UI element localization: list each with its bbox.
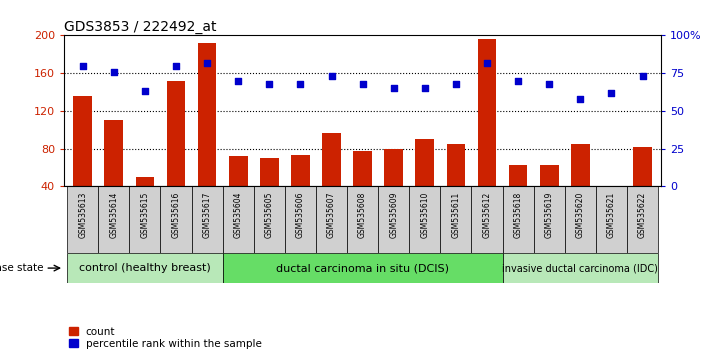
- Bar: [410, 187, 440, 253]
- Legend: count, percentile rank within the sample: count, percentile rank within the sample: [69, 327, 262, 349]
- Bar: [67, 187, 98, 253]
- Text: GSM535612: GSM535612: [483, 192, 491, 238]
- Bar: [447, 144, 465, 224]
- Text: GSM535617: GSM535617: [203, 192, 212, 238]
- Bar: [509, 165, 528, 224]
- Point: [606, 90, 617, 96]
- Text: GSM535622: GSM535622: [638, 192, 647, 238]
- Text: GSM535605: GSM535605: [264, 192, 274, 238]
- Point: [357, 81, 368, 87]
- Bar: [136, 177, 154, 224]
- Text: GSM535608: GSM535608: [358, 192, 367, 238]
- Text: GSM535606: GSM535606: [296, 192, 305, 238]
- Bar: [627, 187, 658, 253]
- Bar: [565, 187, 596, 253]
- Point: [264, 81, 275, 87]
- Text: GSM535618: GSM535618: [513, 192, 523, 238]
- Text: invasive ductal carcinoma (IDC): invasive ductal carcinoma (IDC): [503, 263, 658, 273]
- Bar: [260, 158, 279, 224]
- Point: [388, 85, 400, 91]
- Bar: [503, 187, 534, 253]
- Text: ductal carcinoma in situ (DCIS): ductal carcinoma in situ (DCIS): [276, 263, 449, 273]
- Bar: [347, 187, 378, 253]
- Bar: [440, 187, 471, 253]
- Bar: [98, 187, 129, 253]
- Text: GSM535619: GSM535619: [545, 192, 554, 238]
- Point: [326, 73, 337, 79]
- Bar: [67, 253, 223, 283]
- Text: GSM535604: GSM535604: [234, 192, 242, 238]
- Bar: [229, 156, 247, 224]
- Point: [419, 85, 431, 91]
- Bar: [161, 187, 191, 253]
- Bar: [285, 187, 316, 253]
- Text: GSM535621: GSM535621: [607, 192, 616, 238]
- Bar: [353, 150, 372, 224]
- Text: GSM535613: GSM535613: [78, 192, 87, 238]
- Bar: [73, 96, 92, 224]
- Point: [108, 69, 119, 74]
- Point: [574, 96, 586, 102]
- Bar: [223, 187, 254, 253]
- Text: GSM535615: GSM535615: [140, 192, 149, 238]
- Point: [450, 81, 461, 87]
- Point: [232, 78, 244, 84]
- Text: GSM535610: GSM535610: [420, 192, 429, 238]
- Text: control (healthy breast): control (healthy breast): [79, 263, 210, 273]
- Text: GSM535614: GSM535614: [109, 192, 118, 238]
- Bar: [378, 187, 410, 253]
- Bar: [571, 144, 589, 224]
- Text: GSM535616: GSM535616: [171, 192, 181, 238]
- Bar: [385, 149, 403, 224]
- Bar: [602, 188, 621, 224]
- Bar: [198, 43, 216, 224]
- Bar: [471, 187, 503, 253]
- Bar: [415, 139, 434, 224]
- Bar: [291, 155, 310, 224]
- Bar: [105, 120, 123, 224]
- Point: [637, 73, 648, 79]
- Bar: [129, 187, 161, 253]
- Bar: [166, 81, 186, 224]
- Bar: [534, 187, 565, 253]
- Text: GSM535620: GSM535620: [576, 192, 585, 238]
- Point: [170, 63, 181, 68]
- Point: [543, 81, 555, 87]
- Text: GSM535607: GSM535607: [327, 192, 336, 238]
- Bar: [478, 39, 496, 224]
- Point: [77, 63, 88, 68]
- Point: [481, 60, 493, 65]
- Text: GSM535609: GSM535609: [389, 192, 398, 238]
- Text: GDS3853 / 222492_at: GDS3853 / 222492_at: [64, 21, 216, 34]
- Bar: [191, 187, 223, 253]
- Bar: [316, 187, 347, 253]
- Point: [201, 60, 213, 65]
- Text: GSM535611: GSM535611: [451, 192, 461, 238]
- Bar: [503, 253, 658, 283]
- Bar: [254, 187, 285, 253]
- Bar: [223, 253, 503, 283]
- Bar: [322, 133, 341, 224]
- Bar: [634, 147, 652, 224]
- Text: disease state: disease state: [0, 263, 43, 273]
- Point: [139, 88, 151, 94]
- Point: [294, 81, 306, 87]
- Bar: [596, 187, 627, 253]
- Bar: [540, 165, 559, 224]
- Point: [513, 78, 524, 84]
